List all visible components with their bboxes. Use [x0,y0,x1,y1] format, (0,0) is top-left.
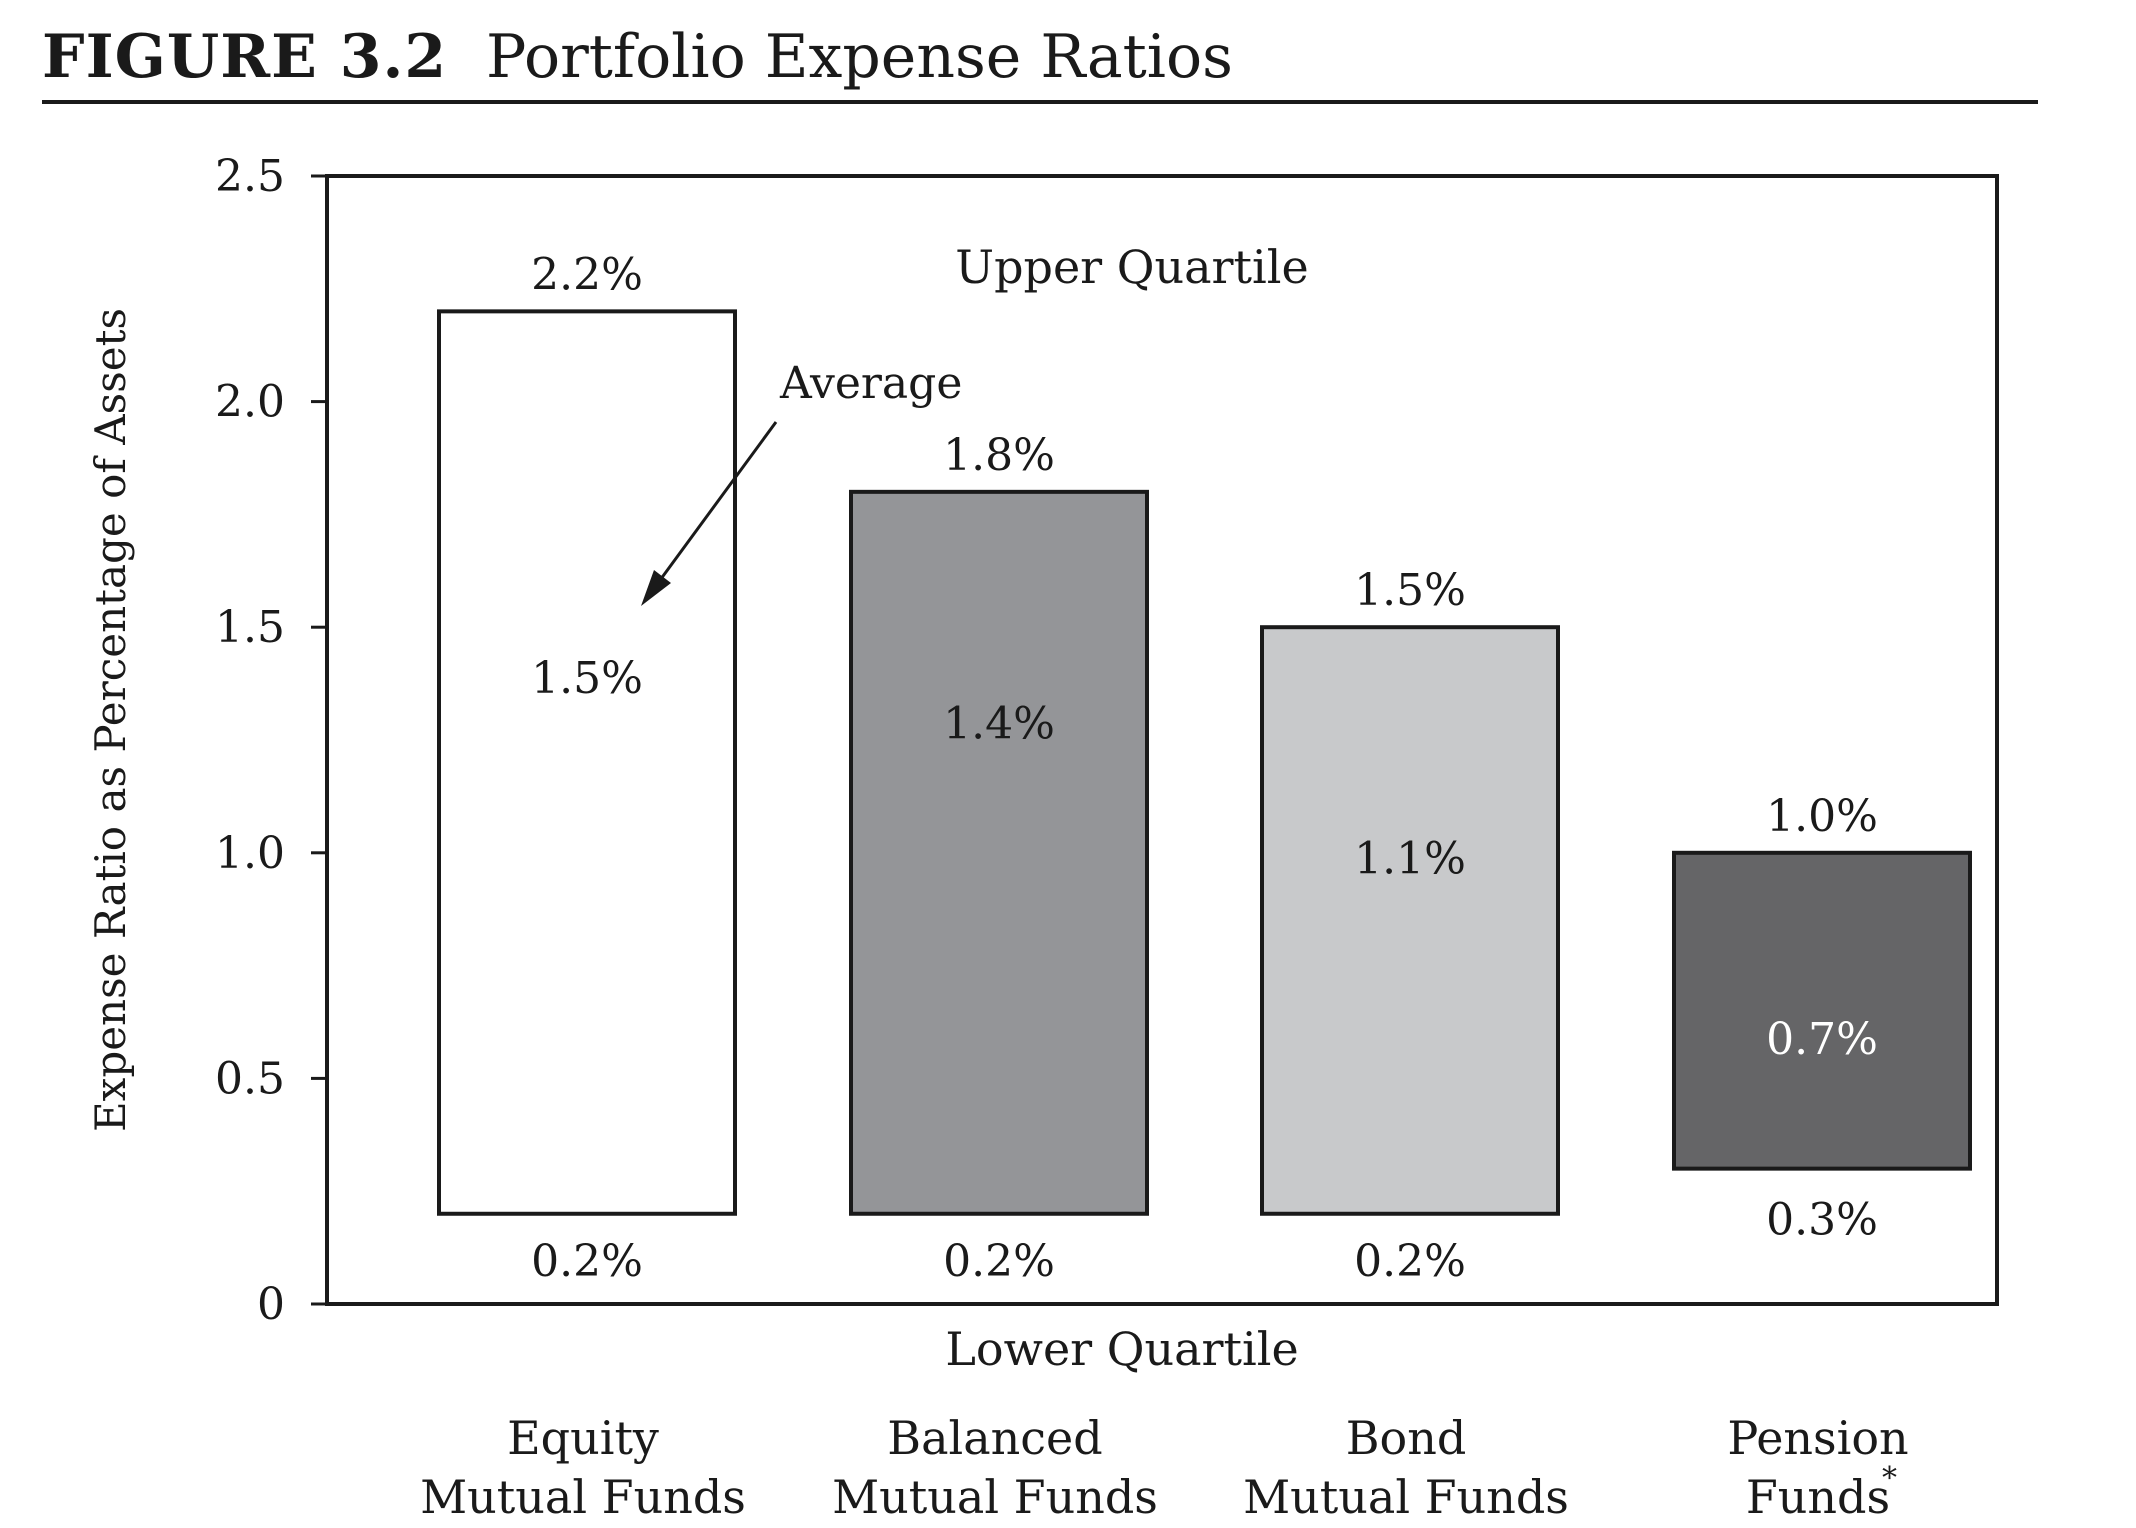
labels-group: Upper Quartile Lower Quartile 2.2% 1.5% 0.2%… [531,240,1878,1376]
upper-value-label: 1.0% [1766,791,1878,842]
average-value-label: 1.1% [1354,834,1466,885]
figure-rule [42,100,2038,104]
average-value-label: 0.7% [1766,1014,1878,1065]
average-arrow-head [641,570,671,606]
bar-3 [1260,625,1560,1216]
figure-title: Portfolio Expense Ratios [486,22,1233,92]
axes-group: 0 0.5 1.0 1.5 2.0 2.5 Expense Ratio as Percent… [86,151,1999,1330]
upper-value-label: 1.8% [943,430,1055,481]
average-value-label: 1.4% [943,698,1055,749]
lower-value-label: 0.2% [943,1236,1055,1287]
plot-frame [325,174,1999,1306]
category-label-line2: Mutual Funds [420,1470,746,1524]
category-label-line2: Mutual Funds [832,1470,1158,1524]
lower-value-label: 0.3% [1766,1195,1878,1246]
category-label-line1: Balanced [887,1411,1102,1465]
y-tick-label: 0.5 [215,1053,285,1104]
bar-4 [1672,850,1972,1171]
upper-value-label: 1.5% [1354,565,1466,616]
upper-value-label: 2.2% [531,249,643,300]
category-label-line2: Funds [1746,1470,1890,1524]
y-tick-label: 1.0 [215,828,285,879]
lower-value-label: 0.2% [531,1236,643,1287]
lower-quartile-label: Lower Quartile [945,1322,1298,1376]
y-axis-label: Expense Ratio as Percentage of Assets [86,308,135,1132]
category-label-line1: Bond [1346,1411,1467,1465]
average-value-label: 1.5% [531,653,643,704]
average-arrow-line [653,421,778,588]
bar-1 [437,309,737,1216]
category-label-line2: Mutual Funds [1243,1470,1569,1524]
y-tick-label: 1.5 [215,602,285,653]
annotation-group: Average [641,358,962,606]
figure-label: FIGURE 3.2 [42,22,448,92]
upper-quartile-label: Upper Quartile [955,240,1308,294]
category-label-line1: Pension [1727,1411,1908,1465]
figure-header: FIGURE 3.2 Portfolio Expense Ratios [42,14,2032,104]
y-tick-label: 0 [257,1279,285,1330]
y-tick-label: 2.5 [215,151,285,202]
footnote-marker: * [1882,1461,1897,1496]
bars-group [437,309,1972,1216]
bar-2 [849,489,1149,1216]
average-annotation-label: Average [779,358,962,409]
lower-value-label: 0.2% [1354,1236,1466,1287]
y-tick-label: 2.0 [215,377,285,428]
category-label-line1: Equity [507,1411,659,1465]
